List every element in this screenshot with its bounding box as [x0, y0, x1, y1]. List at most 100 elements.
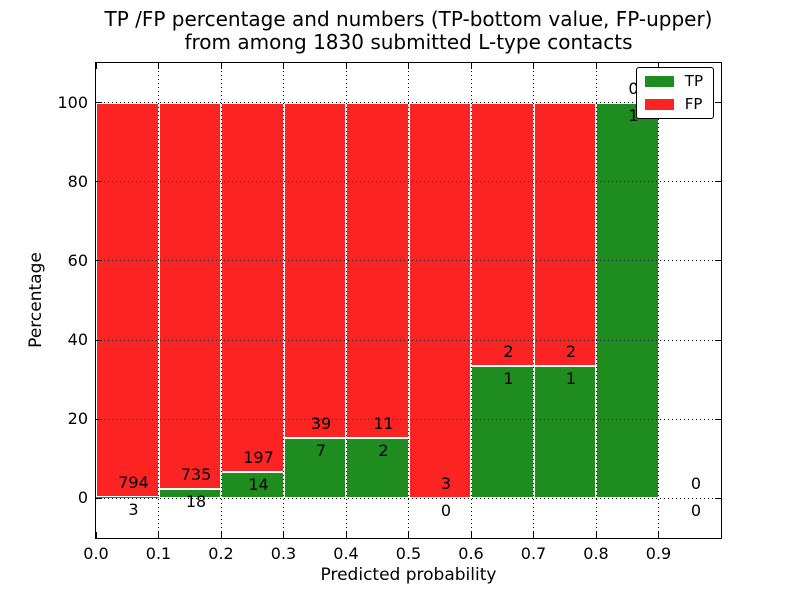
v-gridline [408, 63, 409, 538]
fp-bar-segment [221, 102, 284, 473]
plot-area: TP FP 0.0 0.1 0.2 0.3 0.4 0.5 0.6 0.7 0.8 0.9 0 20 4… [57, 62, 722, 563]
x-tick-label: 0.1 [145, 544, 172, 563]
fp-count-label: 794 [118, 472, 149, 492]
tp-count-label: 18 [185, 491, 207, 511]
v-gridline [533, 63, 534, 538]
fp-bar-segment [96, 102, 159, 497]
fp-count-label: 0 [690, 474, 702, 494]
v-gridline [158, 63, 159, 538]
v-gridline [470, 63, 472, 538]
y-tick-label: 20 [67, 409, 88, 429]
x-tick-bottom [595, 532, 597, 538]
x-tick-bottom [283, 532, 284, 538]
h-gridline [96, 497, 721, 499]
x-tick-label: 0.0 [83, 544, 109, 563]
chart-title-line2: from among 1830 submitted L-type contact… [184, 30, 633, 54]
chart-title-line1: TP /FP percentage and numbers (TP-bottom… [104, 7, 713, 31]
y-tick-right [715, 418, 721, 420]
tp-count-label: 1 [628, 105, 639, 125]
y-tick-left [96, 102, 102, 104]
h-gridline [96, 260, 721, 262]
x-tick-top [220, 63, 222, 69]
fp-swatch [644, 99, 674, 110]
fp-bar-segment [408, 102, 471, 499]
fp-count-label: 735 [180, 464, 212, 484]
y-tick-right [715, 260, 721, 262]
tp-bar-segment [221, 472, 284, 499]
h-gridline [96, 181, 721, 183]
x-tick-top [533, 63, 534, 69]
x-tick-top [283, 63, 284, 69]
h-gridline [96, 102, 721, 104]
y-tick-right [715, 497, 721, 499]
fp-count-label: 2 [565, 342, 577, 362]
legend: TP FP [635, 67, 714, 119]
tp-count-label: 0 [690, 501, 702, 521]
x-tick-top [95, 63, 97, 69]
legend-entry-fp: FP [644, 95, 703, 113]
x-tick-bottom [345, 532, 347, 538]
v-gridline [658, 63, 659, 538]
x-tick-label: 0.8 [583, 544, 609, 563]
tp-count-label: 0 [440, 501, 452, 521]
tp-bar-segment [596, 102, 659, 499]
y-tick-label: 40 [67, 330, 88, 350]
fp-bar-segment [533, 102, 596, 367]
tp-count-label: 14 [248, 475, 269, 495]
x-tick-top [470, 63, 472, 69]
legend-label-fp: FP [684, 95, 703, 113]
x-tick-bottom [658, 532, 659, 538]
y-tick-left [96, 260, 102, 262]
fp-count-label: 0 [628, 78, 639, 98]
x-tick-label: 0.2 [208, 544, 234, 563]
x-tick-top [408, 63, 409, 69]
x-tick-label: 0.7 [520, 544, 547, 563]
fp-count-label: 2 [503, 342, 514, 362]
x-tick-label: 0.6 [458, 544, 484, 563]
x-tick-bottom [408, 532, 409, 538]
legend-label-tp: TP [684, 72, 703, 90]
x-tick-label: 0.4 [333, 544, 359, 563]
y-tick-right [715, 339, 721, 341]
x-tick-bottom [533, 532, 534, 538]
x-tick-bottom [220, 532, 222, 538]
tp-swatch [644, 76, 674, 87]
x-tick-bottom [470, 532, 472, 538]
y-tick-right [715, 102, 721, 104]
v-gridline [595, 63, 597, 538]
fp-count-label: 197 [243, 448, 274, 468]
tp-count-label: 2 [378, 440, 389, 460]
tp-count-label: 7 [315, 441, 327, 461]
x-tick-label: 0.5 [395, 544, 422, 563]
x-tick-top [345, 63, 347, 69]
y-tick-right [715, 181, 721, 183]
fp-count-label: 11 [373, 413, 394, 433]
tp-count-label: 1 [565, 369, 577, 389]
fp-bar-segment [283, 102, 346, 439]
x-tick-top [658, 63, 659, 69]
fp-count-label: 3 [440, 474, 452, 494]
x-tick-top [595, 63, 597, 69]
fp-bar-segment [471, 102, 534, 367]
tp-count-label: 1 [503, 369, 514, 389]
tp-bar-segment [283, 438, 346, 499]
legend-entry-tp: TP [644, 72, 703, 90]
x-axis-label: Predicted probability [320, 565, 497, 585]
v-gridline [345, 63, 347, 538]
y-tick-left [96, 418, 102, 420]
fp-bar-segment [346, 102, 409, 438]
x-tick-top [158, 63, 159, 69]
y-tick-left [96, 339, 102, 341]
y-tick-left [96, 497, 102, 499]
fp-bar-segment [158, 102, 221, 489]
y-tick-label: 80 [67, 171, 88, 191]
y-tick-label: 100 [57, 92, 88, 112]
x-tick-label: 0.3 [270, 544, 297, 563]
tp-count-label: 3 [128, 499, 139, 519]
x-tick-bottom [95, 532, 97, 538]
y-tick-left [96, 181, 102, 183]
x-tick-bottom [158, 532, 159, 538]
y-tick-label: 0 [77, 488, 88, 508]
v-gridline [283, 63, 284, 538]
